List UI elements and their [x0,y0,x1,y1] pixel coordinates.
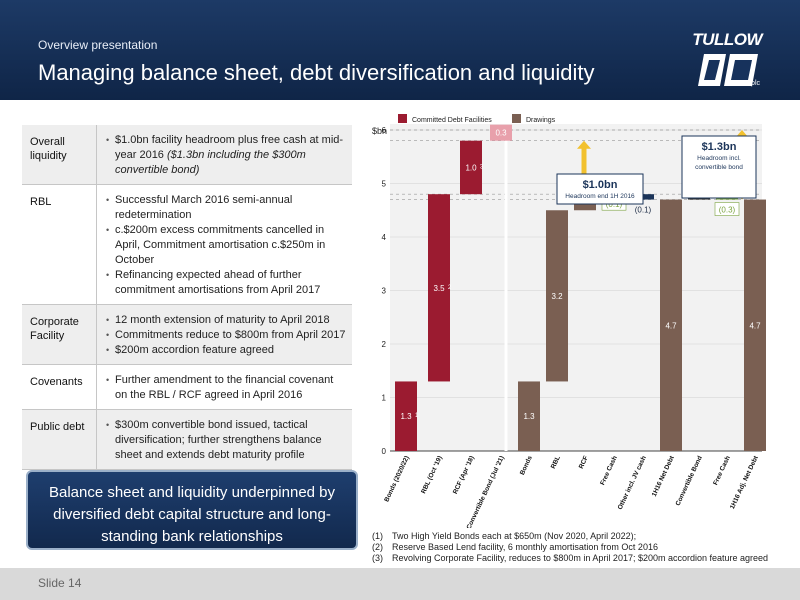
value-label: (0.1) [606,200,623,209]
headroom-box [556,173,644,205]
x-tick-label: 1H16 Net Debt [651,454,676,498]
table-row: Overall liquidity $1.0bn facility headro… [22,125,352,185]
x-tick-label: RCF [578,455,590,470]
bar [546,210,568,382]
footnote-2: (2) Reserve Based Lend facility, 6 month… [372,542,658,552]
bar [490,124,512,141]
y-tick-label: 6 [382,126,387,135]
row-content: Further amendment to the financial coven… [96,365,352,409]
x-tick-label: Free Cash [712,455,732,486]
value-label: (0.3) [719,206,736,215]
table-row: Public debt $300m convertible bond issue… [22,410,352,470]
y-tick-label: 0 [382,447,387,456]
row-label: RBL [30,196,52,208]
slide-title: Managing balance sheet, debt diversifica… [38,60,595,85]
y-axis-title: $bn [372,126,387,136]
row-label: Public debt [30,421,85,433]
footnote-marker: 1 [415,413,419,419]
summary-callout: Balance sheet and liquidity underpinned … [26,470,358,550]
list-item: $1.0bn facility headroom plus free cash … [106,133,346,178]
value-label: 1.3 [400,412,412,421]
row-label: Overall liquidity [30,136,67,162]
headroom-box [681,135,757,199]
table-row: Corporate Facility 12 month extension of… [22,305,352,365]
value-label: 3.5 [433,284,445,293]
headroom-amount: $1.0bn [583,179,618,191]
value-label: 4.7 [665,321,677,330]
row-content: Successful March 2016 semi-annual redete… [96,185,352,304]
footnote-1: (1) Two High Yield Bonds each at $650m (… [372,531,637,541]
list-item: c.$200m excess commitments cancelled in … [106,223,346,268]
x-tick-label: Bonds (2020/22) [383,455,410,503]
list-item: 12 month extension of maturity to April … [106,313,346,328]
x-tick-label: RCF (Apr '18) [452,455,476,495]
list-item: $300m convertible bond issued, tactical … [106,418,346,463]
bar [744,199,766,451]
footer-bar: Slide 14 [0,568,800,600]
value-label: 1.3 [523,412,535,421]
liquidity-table: Overall liquidity $1.0bn facility headro… [22,125,352,470]
bullet-text: $1.0bn facility headroom plus free cash … [115,134,344,161]
logo-mark-icon [698,54,758,86]
footnote-3: (3) Revolving Corporate Facility, reduce… [372,553,769,563]
table-row: RBL Successful March 2016 semi-annual re… [22,185,352,305]
x-tick-label: RBL (Oct '19) [420,455,444,495]
value-label: 0.3 [495,129,507,138]
headroom-amount: $1.3bn [702,141,737,153]
value-label: (0.1) [635,206,652,215]
bar [460,140,482,195]
legend-label: Drawings [526,117,556,124]
tullow-logo: TULLOW plc [690,30,762,90]
y-tick-label: 2 [382,340,387,349]
row-label: Covenants [30,376,83,388]
x-tick-label: RBL [550,455,562,470]
y-tick-label: 5 [382,180,387,189]
list-item: Commitments reduce to $800m from April 2… [106,328,346,343]
y-tick-label: 3 [382,287,387,296]
headroom-caption: Headroom end 1H 2016 [565,193,635,200]
row-content: $1.0bn facility headroom plus free cash … [96,125,352,184]
row-label: Corporate Facility [30,316,79,342]
row-content: 12 month extension of maturity to April … [96,305,352,364]
legend-swatch [512,114,521,123]
value-label: 4.7 [749,321,761,330]
slide-number: Slide 14 [38,576,82,590]
x-tick-label: 1H16 Adj. Net Debt [729,454,760,510]
presentation-subtitle: Overview presentation [38,38,158,52]
debt-waterfall-chart: Committed Debt Facilities Drawings$bn0123… [372,114,766,528]
list-item: Further amendment to the financial coven… [106,373,346,403]
logo-plc: plc [751,80,760,87]
x-tick-label: Free Cash [599,455,619,486]
legend-label: Committed Debt Facilities [412,117,492,124]
bar [518,381,540,451]
row-content: $300m convertible bond issued, tactical … [96,410,352,469]
list-item: Refinancing expected ahead of further co… [106,268,346,298]
header-banner: Overview presentation Managing balance s… [0,0,800,100]
x-tick-label: Convertible Bond [675,455,704,507]
y-tick-label: 1 [382,394,387,403]
bar [428,194,450,382]
value-label: 3.2 [551,292,563,301]
y-tick-label: 4 [382,233,387,242]
footnote-marker: 2 [448,285,452,291]
x-tick-label: Other incl. JV cash [617,455,648,511]
bullet-note: ($1.3bn including the $300m convertible … [115,149,306,176]
headroom-caption: convertible bond [695,164,743,171]
list-item: $200m accordion feature agreed [106,343,346,358]
arrow-up-icon [577,140,591,149]
footnote-marker: 3 [480,164,484,170]
legend-swatch [398,114,407,123]
value-label-box [714,202,740,216]
list-item: Successful March 2016 semi-annual redete… [106,193,346,223]
headroom-caption: Headroom incl. [697,155,741,162]
x-tick-label: Bonds [519,455,534,477]
bar [395,381,417,451]
table-row: Covenants Further amendment to the finan… [22,365,352,410]
bar [660,199,682,451]
logo-wordmark: TULLOW [692,30,762,49]
value-label: 1.0 [465,163,477,172]
